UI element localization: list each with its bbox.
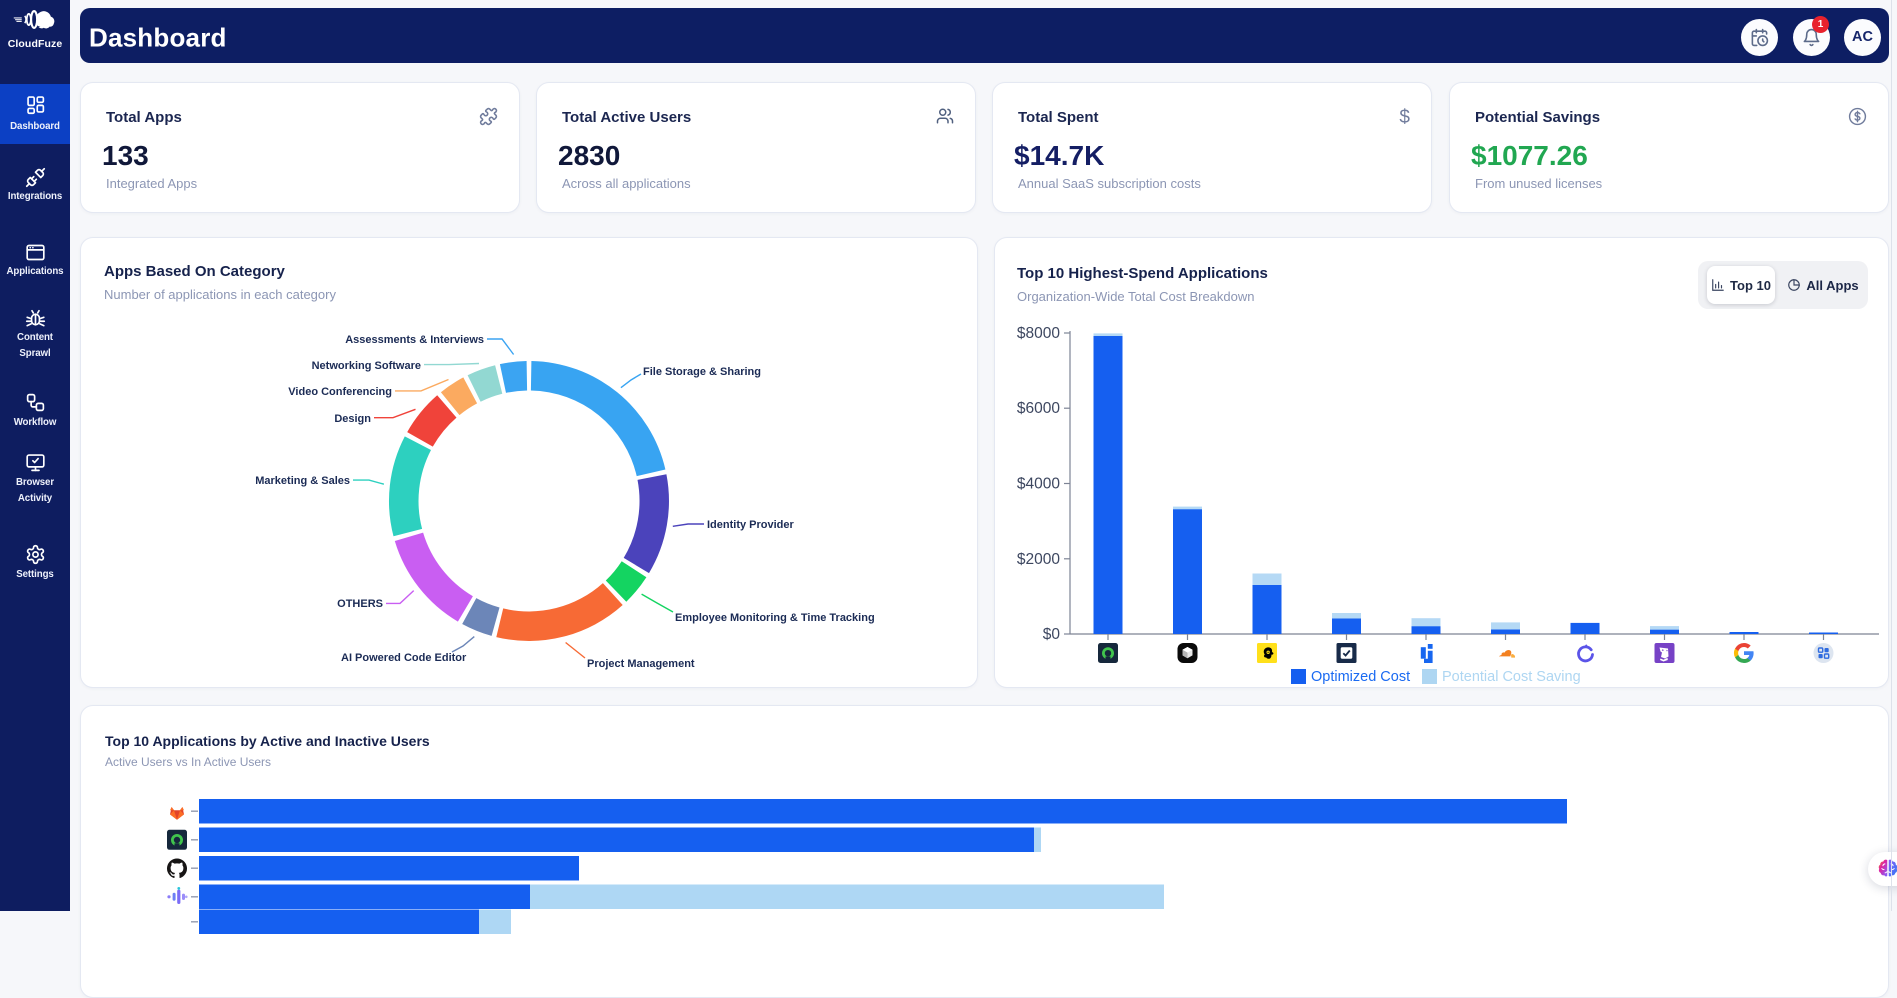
svg-text:$0: $0	[1043, 626, 1061, 643]
svg-text:$6000: $6000	[1017, 400, 1060, 417]
svg-text:Networking Software: Networking Software	[312, 360, 421, 372]
svg-text:$2000: $2000	[1017, 551, 1060, 568]
svg-text:$4000: $4000	[1017, 476, 1060, 493]
svg-text:Design: Design	[334, 413, 371, 425]
svg-text:OTHERS: OTHERS	[337, 598, 383, 610]
svg-text:File Storage & Sharing: File Storage & Sharing	[643, 366, 761, 378]
svg-text:Marketing & Sales: Marketing & Sales	[255, 475, 350, 487]
svg-text:Assessments & Interviews: Assessments & Interviews	[345, 334, 484, 346]
svg-text:Employee Monitoring & Time Tra: Employee Monitoring & Time Tracking	[675, 612, 875, 624]
svg-text:$8000: $8000	[1017, 325, 1060, 342]
svg-text:Identity Provider: Identity Provider	[707, 519, 795, 531]
svg-text:AI Powered Code Editor: AI Powered Code Editor	[341, 652, 467, 664]
svg-text:Project Management: Project Management	[587, 658, 695, 670]
svg-text:Optimized Cost: Optimized Cost	[1311, 669, 1410, 685]
svg-text:Video Conferencing: Video Conferencing	[288, 386, 392, 398]
svg-text:Potential Cost Saving: Potential Cost Saving	[1442, 669, 1581, 685]
